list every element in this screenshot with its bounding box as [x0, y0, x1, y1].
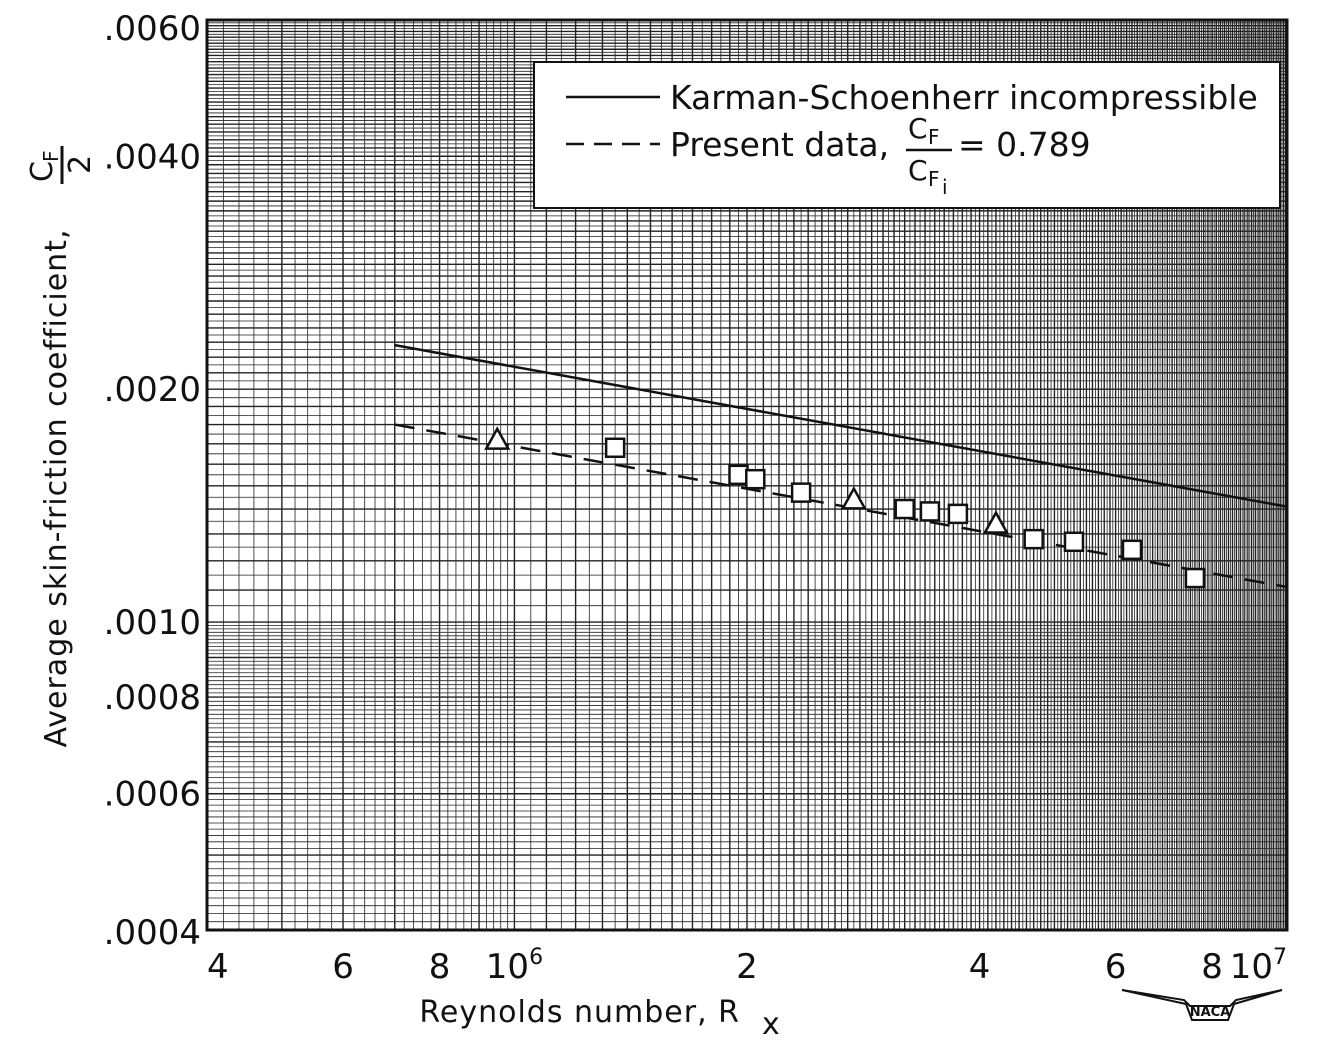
- x-axis-label-subscript: x: [762, 1007, 781, 1042]
- x-axis-ticks: 4 6 8 106 2 4 6 8 107: [207, 945, 1287, 987]
- naca-emblem-wings: [1121, 989, 1283, 1021]
- data-point-square: [790, 482, 812, 503]
- data-point-triangle: [982, 510, 1010, 534]
- y-tick-label: .0008: [104, 678, 201, 718]
- data-point-square: [1121, 539, 1143, 561]
- data-point-square: [1063, 531, 1085, 553]
- y-axis-symbol-denominator: 2: [63, 154, 98, 174]
- y-tick-label: .0040: [104, 137, 201, 177]
- y-tick-label: .0010: [104, 603, 201, 643]
- y-tick-label: .0020: [104, 370, 201, 410]
- data-point-triangle: [484, 426, 511, 450]
- x-tick-label-exponent: 6: [529, 945, 543, 970]
- x-tick-label: 8: [1201, 947, 1223, 987]
- y-tick-label: .0060: [104, 9, 201, 49]
- y-axis-label-group: Average skin-friction coefficient, C F 2: [25, 146, 98, 748]
- data-point-square: [728, 464, 749, 486]
- series-layer: [394, 343, 1288, 589]
- x-tick-label: 4: [969, 947, 991, 987]
- legend-ratio-denominator: C: [908, 154, 928, 187]
- x-tick-label: 2: [736, 947, 758, 987]
- legend-label-karman-schoenherr: Karman-Schoenherr incompressible: [670, 78, 1258, 117]
- x-tick-label: 6: [332, 947, 354, 987]
- y-tick-label: .0004: [104, 913, 201, 953]
- x-tick-label: 8: [429, 947, 451, 987]
- data-point-square: [1023, 528, 1044, 550]
- data-point-square: [604, 437, 626, 459]
- legend-ratio-denominator-sub2: i: [942, 175, 948, 199]
- legend-label-present-data: Present data,: [670, 125, 889, 164]
- data-point-square: [919, 501, 941, 522]
- x-tick-label: 6: [1105, 947, 1127, 987]
- legend-box: [533, 61, 1281, 209]
- y-tick-label: .0006: [104, 775, 201, 815]
- legend-ratio-denominator-sub: F: [928, 167, 940, 191]
- x-axis-label: Reynolds number, R: [419, 995, 740, 1030]
- data-point-square: [947, 503, 969, 525]
- y-axis-symbol-numerator-sub: F: [39, 150, 63, 162]
- x-tick-label-exponent: 7: [1273, 945, 1287, 970]
- legend-ratio-value: = 0.789: [958, 125, 1091, 164]
- x-tick-label: 4: [207, 947, 229, 987]
- y-axis-symbol-numerator: C: [25, 160, 60, 182]
- data-point-square: [745, 468, 766, 490]
- x-tick-label: 107: [1230, 945, 1287, 987]
- data-point-square: [894, 498, 915, 520]
- naca-emblem-text: NACA: [1190, 1005, 1231, 1020]
- data-point-square: [1184, 567, 1206, 589]
- y-axis-label: Average skin-friction coefficient,: [39, 229, 74, 748]
- y-axis-ticks: .0004 .0006 .0008 .0010 .0020 .0040 .0060: [104, 9, 201, 953]
- plot-frame: [205, 18, 1289, 932]
- legend-ratio-numerator-sub: F: [928, 125, 940, 149]
- data-point-triangle: [840, 485, 867, 510]
- x-tick-label: 106: [486, 945, 543, 987]
- series-karman-schoenherr-line: [394, 343, 1288, 508]
- naca-emblem: NACA: [1121, 989, 1283, 1021]
- legend: Karman-Schoenherr incompressible Present…: [533, 61, 1281, 209]
- legend-ratio-numerator: C: [908, 112, 928, 145]
